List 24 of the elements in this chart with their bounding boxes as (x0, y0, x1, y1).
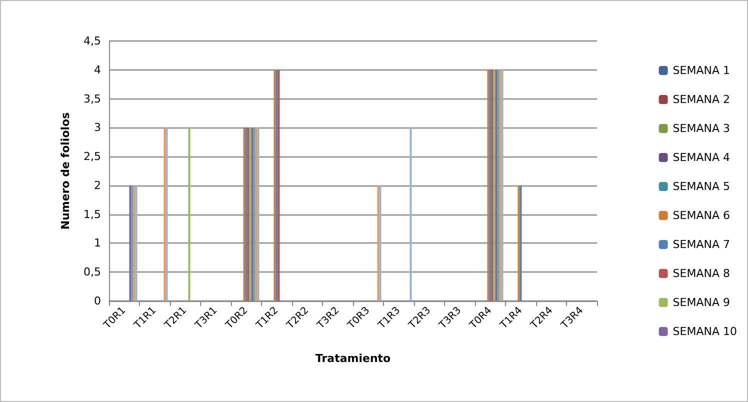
legend-label: SEMANA 10 (672, 325, 738, 338)
y-tick-label: 1,5 (84, 208, 101, 221)
bar (188, 128, 190, 301)
legend-label: SEMANA 5 (672, 180, 730, 193)
y-tick-label: 0 (94, 294, 101, 308)
legend-label: SEMANA 4 (672, 151, 730, 164)
y-axis-title: Numero de foliolos (59, 112, 72, 230)
legend-label: SEMANA 6 (672, 209, 730, 222)
legend-label: SEMANA 3 (672, 122, 730, 135)
x-axis-title: Tratamiento (315, 352, 392, 365)
y-tick-label: 3,5 (84, 92, 101, 106)
y-tick-label: 1 (94, 236, 101, 250)
y-tick-label: 4,5 (84, 34, 101, 48)
y-tick-label: 2 (94, 178, 101, 192)
y-tick-label: 0,5 (84, 266, 101, 279)
y-tick-label: 4 (94, 63, 101, 76)
y-tick-label: 2,5 (84, 150, 101, 164)
legend-label: SEMANA 8 (672, 267, 730, 280)
legend-label: SEMANA 2 (672, 93, 730, 106)
legend-label: SEMANA 1 (672, 64, 730, 77)
bar (410, 128, 412, 301)
legend-label: SEMANA 7 (672, 238, 730, 251)
y-tick-label: 3 (94, 121, 101, 134)
legend-label: SEMANA 9 (672, 296, 730, 309)
